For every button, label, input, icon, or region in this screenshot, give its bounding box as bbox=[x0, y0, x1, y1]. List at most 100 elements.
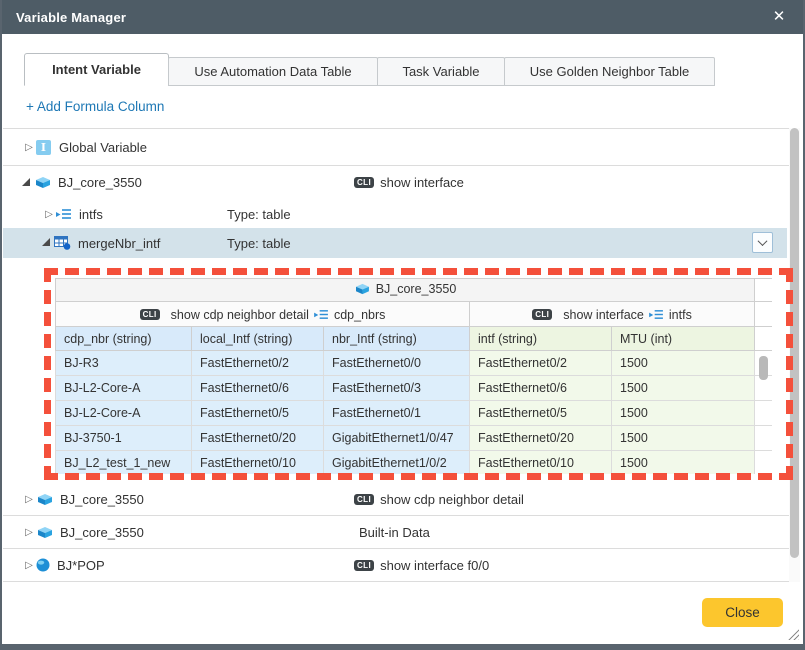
expand-collapsed-icon[interactable]: ▷ bbox=[22, 527, 36, 538]
add-formula-column-link[interactable]: + Add Formula Column bbox=[26, 99, 164, 114]
resize-grip-icon[interactable] bbox=[787, 628, 799, 640]
type-label: Type: table bbox=[227, 236, 291, 251]
device-icon bbox=[36, 526, 53, 539]
tree-item-global-variable[interactable]: ▷ I Global Variable bbox=[3, 129, 787, 165]
table-list-icon bbox=[649, 309, 664, 320]
table-cell: FastEthernet0/10 bbox=[192, 451, 324, 475]
preview-column-header-row: cdp_nbr (string) local_Intf (string) nbr… bbox=[56, 327, 773, 351]
table-row: BJ-L2-Core-A FastEthernet0/5 FastEtherne… bbox=[56, 401, 773, 426]
table-cell: BJ-3750-1 bbox=[56, 426, 192, 451]
dialog-close-icon[interactable]: ✕ bbox=[769, 0, 789, 34]
spacer-cell bbox=[755, 327, 772, 351]
device-name: BJ_core_3550 bbox=[376, 282, 457, 296]
dialog-title: Variable Manager bbox=[2, 10, 126, 25]
table-cell: 1500 bbox=[612, 351, 755, 376]
expand-expanded-icon[interactable] bbox=[42, 238, 50, 246]
table-row: BJ-R3 FastEthernet0/2 FastEthernet0/0 Fa… bbox=[56, 351, 773, 376]
device-icon bbox=[36, 493, 53, 506]
preview-group-header-row: CLI show cdp neighbor detail cdp_nbrs bbox=[56, 302, 773, 327]
tree-item-bj-core-3550-show-cdp[interactable]: ▷ BJ_core_3550 CLI show cdp neighbor det… bbox=[3, 484, 787, 515]
group-command: show interface bbox=[563, 308, 644, 322]
column-header: MTU (int) bbox=[612, 327, 755, 351]
close-button[interactable]: Close bbox=[702, 598, 783, 627]
table-cell: GigabitEthernet1/0/47 bbox=[324, 426, 470, 451]
table-cell: FastEthernet0/2 bbox=[470, 351, 612, 376]
tab-use-golden-neighbor-table[interactable]: Use Golden Neighbor Table bbox=[504, 57, 715, 86]
group-header-cdp-nbrs: CLI show cdp neighbor detail cdp_nbrs bbox=[56, 302, 470, 327]
variable-manager-dialog: Variable Manager ✕ Intent Variable Use A… bbox=[2, 0, 803, 644]
merged-table-preview: BJ_core_3550 CLI show cdp neighbor detai… bbox=[55, 278, 772, 474]
tree-item-label: BJ_core_3550 bbox=[58, 175, 142, 190]
table-row: BJ-3750-1 FastEthernet0/20 GigabitEthern… bbox=[56, 426, 773, 451]
tab-task-variable[interactable]: Task Variable bbox=[377, 57, 505, 86]
spacer-cell bbox=[755, 401, 772, 426]
tree-item-label: intfs bbox=[79, 207, 103, 222]
table-row: BJ_L2_test_1_new FastEthernet0/10 Gigabi… bbox=[56, 451, 773, 475]
tree-item-label: BJ*POP bbox=[57, 558, 105, 573]
tree-item-bj-core-3550-built-in[interactable]: ▷ BJ_core_3550 Built-in Data bbox=[3, 516, 787, 548]
table-cell: BJ_L2_test_1_new bbox=[56, 451, 192, 475]
table-merge-icon bbox=[54, 236, 71, 250]
tab-use-automation-data-table[interactable]: Use Automation Data Table bbox=[168, 57, 378, 86]
cli-badge: CLI bbox=[532, 309, 552, 320]
tree-item-bj-core-3550-show-interface[interactable]: BJ_core_3550 CLI show interface bbox=[3, 166, 787, 199]
variable-icon: I bbox=[36, 140, 51, 155]
table-cell: BJ-L2-Core-A bbox=[56, 376, 192, 401]
table-cell: GigabitEthernet1/0/2 bbox=[324, 451, 470, 475]
data-source-label: Built-in Data bbox=[359, 525, 430, 540]
table-cell: FastEthernet0/6 bbox=[192, 376, 324, 401]
table-cell: FastEthernet0/20 bbox=[470, 426, 612, 451]
table-cell: FastEthernet0/2 bbox=[192, 351, 324, 376]
table-row: BJ-L2-Core-A FastEthernet0/6 FastEtherne… bbox=[56, 376, 773, 401]
list-scrollbar[interactable] bbox=[789, 128, 800, 582]
cli-badge: CLI bbox=[354, 560, 374, 571]
table-list-icon bbox=[56, 208, 72, 220]
tree-item-label: BJ_core_3550 bbox=[60, 525, 144, 540]
command-text: show interface f0/0 bbox=[380, 558, 489, 573]
expand-collapsed-icon[interactable]: ▷ bbox=[22, 560, 36, 571]
tab-intent-variable[interactable]: Intent Variable bbox=[24, 53, 169, 86]
table-cell: 1500 bbox=[612, 451, 755, 475]
tree-item-intfs[interactable]: ▷ intfs Type: table bbox=[3, 200, 787, 228]
table-cell: FastEthernet0/10 bbox=[470, 451, 612, 475]
table-cell: 1500 bbox=[612, 376, 755, 401]
spacer-cell bbox=[755, 426, 772, 451]
cli-command: CLI show cdp neighbor detail bbox=[354, 492, 524, 507]
expand-collapsed-icon[interactable]: ▷ bbox=[22, 142, 36, 153]
expand-collapsed-icon[interactable]: ▷ bbox=[42, 209, 56, 220]
table-cell: FastEthernet0/6 bbox=[470, 376, 612, 401]
spacer-cell bbox=[755, 279, 772, 302]
table-cell: 1500 bbox=[612, 401, 755, 426]
column-header: intf (string) bbox=[470, 327, 612, 351]
column-header: nbr_Intf (string) bbox=[324, 327, 470, 351]
preview-device-header: BJ_core_3550 bbox=[56, 279, 755, 302]
cli-badge: CLI bbox=[140, 309, 160, 320]
cli-badge: CLI bbox=[354, 177, 374, 188]
tree-item-label: mergeNbr_intf bbox=[78, 236, 160, 251]
tree-item-bj-pop[interactable]: ▷ BJ*POP CLI show interface f0/0 bbox=[3, 549, 787, 581]
table-list-icon bbox=[314, 309, 329, 320]
column-header: cdp_nbr (string) bbox=[56, 327, 192, 351]
tree-item-label: BJ_core_3550 bbox=[60, 492, 144, 507]
table-cell: FastEthernet0/5 bbox=[470, 401, 612, 426]
expand-collapsed-icon[interactable]: ▷ bbox=[22, 494, 36, 505]
command-text: show interface bbox=[380, 175, 464, 190]
command-text: show cdp neighbor detail bbox=[380, 492, 524, 507]
table-cell: BJ-L2-Core-A bbox=[56, 401, 192, 426]
table-cell: 1500 bbox=[612, 426, 755, 451]
inner-table-scrollbar-thumb[interactable] bbox=[759, 356, 768, 380]
row-dropdown-button[interactable] bbox=[752, 232, 773, 253]
cli-command: CLI show interface bbox=[354, 175, 464, 190]
table-cell: BJ-R3 bbox=[56, 351, 192, 376]
preview-device-header-row: BJ_core_3550 bbox=[56, 279, 773, 302]
spacer-cell bbox=[755, 302, 772, 327]
table-cell: FastEthernet0/5 bbox=[192, 401, 324, 426]
table-cell: FastEthernet0/3 bbox=[324, 376, 470, 401]
device-icon bbox=[34, 176, 51, 189]
spacer-cell bbox=[755, 451, 772, 475]
tree-item-merge-nbr-intf[interactable]: mergeNbr_intf Type: table bbox=[3, 228, 787, 258]
cli-badge: CLI bbox=[354, 494, 374, 505]
table-cell: FastEthernet0/1 bbox=[324, 401, 470, 426]
expand-expanded-icon[interactable] bbox=[22, 178, 30, 186]
list-scrollbar-thumb[interactable] bbox=[790, 128, 799, 558]
